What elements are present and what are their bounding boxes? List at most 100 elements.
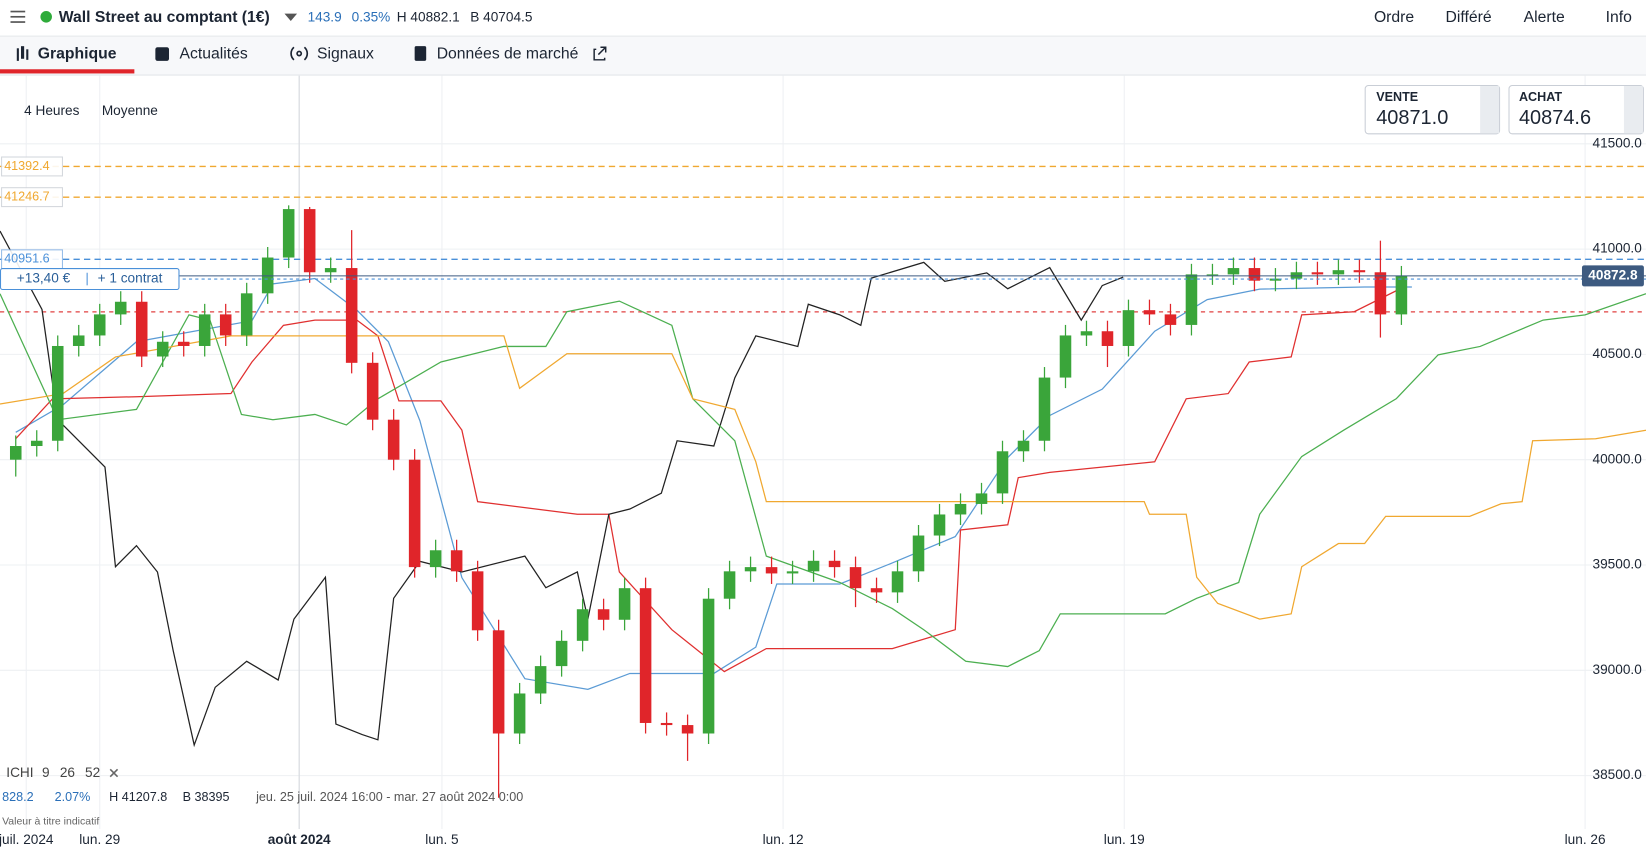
candle-body <box>135 301 148 357</box>
indicator-line <box>0 293 1646 668</box>
sell-price: 40871.0 <box>1376 107 1448 129</box>
candle-body <box>891 571 904 593</box>
candle-body <box>1269 278 1282 281</box>
indicator-param: 26 <box>60 765 75 780</box>
level-label: 41246.7 <box>4 189 49 203</box>
candle-body <box>1395 275 1408 315</box>
chart-overlay: 4 Heures Moyenne VENTE 40871.0 ACHAT 408… <box>0 85 1644 847</box>
buy-price: 40874.6 <box>1519 107 1591 129</box>
candle-body <box>744 567 757 572</box>
candle-body <box>450 550 463 572</box>
chart <box>0 75 1646 830</box>
y-tick-label: 41500.0 <box>1593 135 1643 150</box>
tab-icon <box>414 46 427 61</box>
instrument-title[interactable]: Wall Street au comptant (1€) <box>59 9 270 26</box>
tab[interactable]: Graphique <box>38 46 117 63</box>
position-size: + 1 contrat <box>98 271 163 286</box>
x-tick-label: juil. 2024 <box>0 832 54 847</box>
x-tick-label: lun. 5 <box>425 832 458 847</box>
day-high: H 40882.1 <box>397 9 460 24</box>
active-tab-indicator <box>0 69 135 74</box>
y-tick-label: 39500.0 <box>1593 557 1643 572</box>
candle-body <box>1101 331 1114 346</box>
candle-body <box>1038 377 1051 441</box>
candle-body <box>555 640 568 667</box>
interval[interactable]: 4 Heures <box>24 103 79 118</box>
candle-body <box>723 571 736 599</box>
candle-body <box>1122 310 1135 346</box>
candle-body <box>1374 272 1387 315</box>
candle-body <box>1206 274 1219 276</box>
candle-body <box>30 440 43 447</box>
candle-body <box>387 419 400 460</box>
position-box <box>0 268 180 291</box>
candle-body <box>51 345 64 441</box>
candle-body <box>156 341 169 357</box>
candle-body <box>933 514 946 536</box>
candle-body <box>198 314 211 346</box>
y-tick-label: 41000.0 <box>1593 241 1643 256</box>
candle-body <box>114 301 127 315</box>
candle-body <box>702 598 715 734</box>
candle-body <box>975 493 988 504</box>
menu-icon[interactable] <box>10 10 26 23</box>
position-pnl: +13,40 € <box>17 271 71 286</box>
x-tick-label: lun. 19 <box>1104 832 1145 847</box>
x-tick-label: lun. 26 <box>1565 832 1606 847</box>
period-low: B 38395 <box>183 790 230 804</box>
tab[interactable]: Données de marché <box>437 46 579 63</box>
sell-box-edge <box>1480 86 1500 134</box>
tab-icon <box>290 46 309 61</box>
action-button[interactable]: Info <box>1606 9 1632 26</box>
candle-body <box>1353 270 1366 273</box>
candle-body <box>1248 268 1261 281</box>
candle-body <box>282 209 295 258</box>
candle-body <box>639 588 652 723</box>
action-button[interactable]: Alerte <box>1524 9 1565 26</box>
candle-body <box>534 666 547 694</box>
chart-style[interactable]: Moyenne <box>102 103 158 118</box>
candle-body <box>660 722 673 726</box>
tab[interactable]: Signaux <box>317 46 374 63</box>
level-label-box <box>1 187 63 208</box>
candle-body <box>681 725 694 734</box>
x-tick-label: lun. 12 <box>763 832 804 847</box>
change: 143.9 <box>308 9 342 24</box>
tab[interactable]: Actualités <box>180 46 248 63</box>
indicator-param: 52 <box>85 765 100 780</box>
buy-box[interactable] <box>1508 85 1644 135</box>
candle-body <box>1059 335 1072 378</box>
dropdown-arrow[interactable] <box>284 13 298 21</box>
remove-indicator[interactable] <box>109 768 119 778</box>
sell-box[interactable] <box>1364 85 1501 135</box>
change-pct: 0.35% <box>352 9 391 24</box>
day-low: B 40704.5 <box>470 9 532 24</box>
y-tick-label: 40500.0 <box>1593 346 1643 361</box>
period-change-pct: 2.07% <box>55 790 91 804</box>
level-label: 40951.6 <box>4 252 49 266</box>
candle-body <box>765 567 778 574</box>
y-tick-label: 40000.0 <box>1593 451 1643 466</box>
candle-body <box>471 571 484 631</box>
candle-body <box>9 446 22 460</box>
action-button[interactable]: Ordre <box>1374 9 1414 26</box>
candle-body <box>1227 268 1240 275</box>
tab-icon <box>16 46 29 61</box>
candle-body <box>177 341 190 346</box>
action-button[interactable]: Différé <box>1446 9 1492 26</box>
indicator-line <box>15 285 1407 673</box>
candle-body <box>345 268 358 363</box>
last-price-label: 40872.8 <box>1588 268 1638 283</box>
level-label: 41392.4 <box>4 159 49 173</box>
candle-body <box>1143 310 1156 315</box>
x-tick-label: lun. 29 <box>79 832 120 847</box>
candle-body <box>240 293 253 336</box>
candle-body <box>597 609 610 620</box>
candle-body <box>786 571 799 574</box>
candle-body <box>576 609 589 641</box>
candle-body <box>1164 314 1177 325</box>
candle-body <box>912 535 925 572</box>
candle-body <box>492 630 505 734</box>
